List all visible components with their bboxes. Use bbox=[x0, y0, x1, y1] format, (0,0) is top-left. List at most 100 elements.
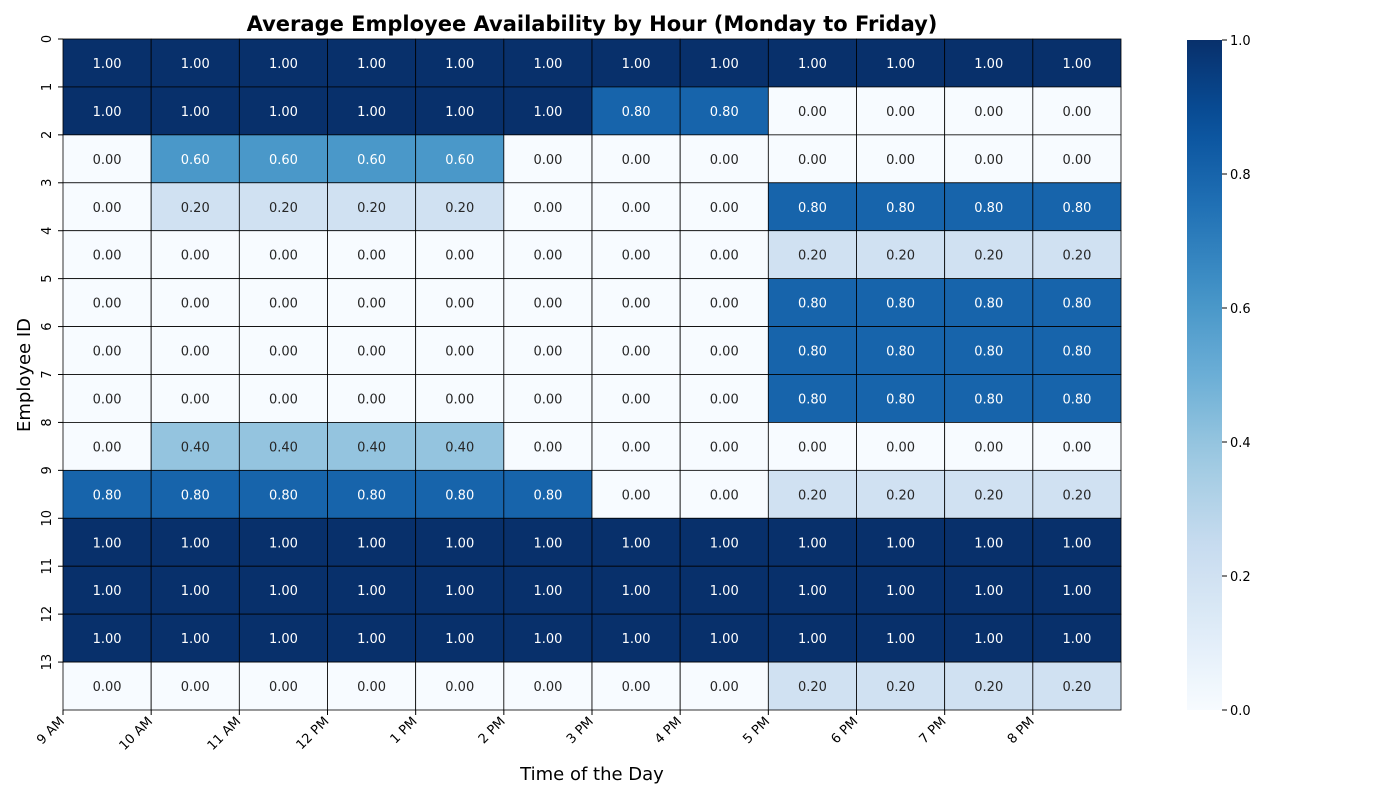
heatmap-cell bbox=[327, 86, 417, 136]
cell-value-label: 0.00 bbox=[886, 153, 915, 168]
cell-value-label: 0.20 bbox=[798, 249, 827, 264]
heatmap-cell bbox=[944, 517, 1034, 567]
cell-value-label: 0.00 bbox=[710, 680, 739, 695]
cell-value-label: 0.80 bbox=[798, 297, 827, 312]
cell-value-label: 0.40 bbox=[269, 440, 298, 455]
heatmap-cell bbox=[767, 278, 857, 327]
heatmap-cell bbox=[1032, 565, 1122, 615]
heatmap-cell bbox=[679, 661, 769, 711]
cell-value-label: 1.00 bbox=[798, 632, 827, 647]
heatmap-cell bbox=[591, 469, 681, 519]
y-tick-label: 5 bbox=[40, 275, 55, 283]
heatmap-cell bbox=[62, 38, 152, 88]
cell-value-label: 0.80 bbox=[886, 201, 915, 216]
cell-value-label: 0.00 bbox=[93, 153, 122, 168]
cell-value-label: 1.00 bbox=[357, 584, 386, 599]
cell-value-label: 0.00 bbox=[181, 680, 210, 695]
cell-value-label: 0.00 bbox=[181, 249, 210, 264]
cell-value-label: 1.00 bbox=[798, 536, 827, 551]
y-tick-label: 11 bbox=[40, 558, 55, 575]
heatmap-cell bbox=[944, 326, 1034, 375]
heatmap-cell bbox=[415, 469, 505, 519]
heatmap-cell bbox=[238, 326, 328, 375]
cell-value-label: 1.00 bbox=[93, 536, 122, 551]
cell-value-label: 0.00 bbox=[533, 440, 562, 455]
heatmap-cell bbox=[150, 230, 240, 280]
y-tick-label: 13 bbox=[40, 654, 55, 671]
cell-value-label: 1.00 bbox=[974, 632, 1003, 647]
heatmap-cell bbox=[327, 517, 417, 567]
heatmap-cell bbox=[503, 565, 593, 615]
y-axis-title: Employee ID bbox=[14, 318, 35, 432]
heatmap-cell bbox=[62, 230, 152, 280]
heatmap-cell bbox=[327, 134, 417, 184]
heatmap-cell bbox=[62, 278, 152, 327]
heatmap-cell bbox=[1032, 374, 1122, 423]
cell-value-label: 1.00 bbox=[93, 584, 122, 599]
cell-value-label: 0.80 bbox=[974, 392, 1003, 407]
heatmap-cell bbox=[856, 86, 946, 136]
cell-value-label: 0.00 bbox=[710, 249, 739, 264]
heatmap-cell bbox=[150, 565, 240, 615]
colorbar-tick-label: 0.0 bbox=[1230, 704, 1251, 719]
heatmap-cell bbox=[856, 613, 946, 663]
cell-value-label: 0.00 bbox=[445, 680, 474, 695]
cell-value-label: 0.60 bbox=[269, 153, 298, 168]
cell-value-label: 0.80 bbox=[974, 345, 1003, 360]
heatmap-cell bbox=[503, 613, 593, 663]
cell-value-label: 0.00 bbox=[357, 249, 386, 264]
cell-value-label: 0.00 bbox=[622, 488, 651, 503]
cell-value-label: 1.00 bbox=[181, 57, 210, 72]
heatmap-cell bbox=[150, 38, 240, 88]
heatmap-cell bbox=[415, 613, 505, 663]
heatmap-cell bbox=[503, 517, 593, 567]
x-tick-label: 1 PM bbox=[388, 714, 421, 747]
cell-value-label: 0.00 bbox=[93, 440, 122, 455]
cell-value-label: 0.40 bbox=[445, 440, 474, 455]
cell-value-label: 0.80 bbox=[1062, 297, 1091, 312]
cell-value-label: 1.00 bbox=[974, 536, 1003, 551]
cell-value-label: 0.00 bbox=[622, 201, 651, 216]
heatmap-cell bbox=[62, 182, 152, 232]
cell-value-label: 0.60 bbox=[357, 153, 386, 168]
heatmap-cell bbox=[679, 230, 769, 280]
cell-value-label: 0.00 bbox=[445, 392, 474, 407]
x-tick-label: 8 PM bbox=[1005, 714, 1038, 747]
cell-value-label: 1.00 bbox=[886, 632, 915, 647]
cell-value-label: 1.00 bbox=[1062, 584, 1091, 599]
heatmap-cell bbox=[944, 374, 1034, 423]
heatmap-cell bbox=[150, 326, 240, 375]
heatmap-cell bbox=[415, 374, 505, 423]
cell-value-label: 0.20 bbox=[1062, 680, 1091, 695]
heatmap-cell bbox=[503, 230, 593, 280]
cell-value-label: 0.80 bbox=[357, 488, 386, 503]
heatmap-cell bbox=[238, 182, 328, 232]
heatmap-cell bbox=[238, 517, 328, 567]
cell-value-label: 0.00 bbox=[1062, 440, 1091, 455]
cell-value-label: 0.20 bbox=[974, 680, 1003, 695]
y-tick-label: 10 bbox=[40, 510, 55, 527]
cell-value-label: 0.00 bbox=[710, 153, 739, 168]
cell-value-label: 0.00 bbox=[93, 392, 122, 407]
heatmap-cell bbox=[591, 565, 681, 615]
cell-value-label: 1.00 bbox=[93, 632, 122, 647]
heatmap-cell bbox=[1032, 517, 1122, 567]
heatmap-cell-labels: 1.00 1.00 1.00 1.00 1.00 1.00 1.00 1.00 1.00 1.00… bbox=[93, 57, 1092, 695]
heatmap-cell bbox=[856, 565, 946, 615]
cell-value-label: 0.00 bbox=[622, 297, 651, 312]
heatmap-cell bbox=[591, 374, 681, 423]
cell-value-label: 1.00 bbox=[181, 105, 210, 120]
cell-value-label: 0.00 bbox=[533, 392, 562, 407]
cell-value-label: 0.00 bbox=[269, 680, 298, 695]
heatmap-cell bbox=[1032, 613, 1122, 663]
cell-value-label: 0.20 bbox=[886, 680, 915, 695]
cell-value-label: 0.00 bbox=[974, 153, 1003, 168]
cell-value-label: 0.00 bbox=[93, 297, 122, 312]
heatmap-cell bbox=[62, 86, 152, 136]
colorbar-tick-label: 0.4 bbox=[1230, 436, 1251, 451]
cell-value-label: 0.60 bbox=[445, 153, 474, 168]
cell-value-label: 0.80 bbox=[445, 488, 474, 503]
heatmap-cell bbox=[591, 182, 681, 232]
